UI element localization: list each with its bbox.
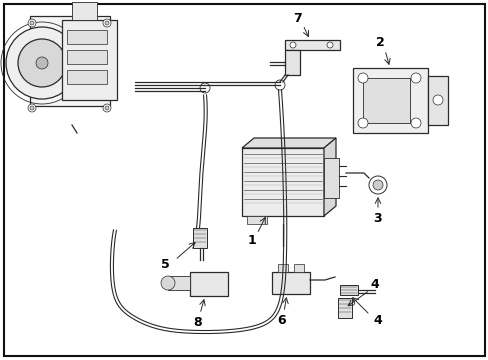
Bar	[337, 298, 351, 318]
Bar	[352, 68, 427, 133]
Text: 4: 4	[370, 279, 379, 292]
Circle shape	[105, 106, 109, 110]
Bar	[293, 264, 304, 272]
Bar	[362, 78, 409, 123]
Text: 5: 5	[160, 258, 169, 271]
Bar	[67, 30, 107, 44]
Bar	[278, 264, 287, 272]
Bar	[190, 272, 227, 296]
Circle shape	[36, 57, 48, 69]
Polygon shape	[324, 138, 335, 216]
Polygon shape	[242, 138, 335, 148]
Bar	[193, 228, 206, 248]
Bar	[242, 148, 324, 216]
Text: 7: 7	[292, 12, 301, 24]
Circle shape	[6, 27, 78, 99]
Text: 1: 1	[247, 234, 256, 247]
Bar	[427, 76, 447, 125]
Circle shape	[28, 104, 36, 112]
Text: 3: 3	[373, 212, 382, 225]
Bar	[30, 16, 110, 106]
Circle shape	[357, 73, 367, 83]
Bar	[62, 20, 117, 100]
Bar	[285, 40, 339, 50]
Circle shape	[326, 42, 332, 48]
Bar	[246, 216, 266, 224]
Circle shape	[28, 19, 36, 27]
Text: 2: 2	[375, 36, 384, 49]
Circle shape	[372, 180, 382, 190]
Bar	[339, 285, 357, 295]
Bar	[285, 50, 299, 75]
Circle shape	[161, 276, 175, 290]
Bar	[168, 276, 190, 290]
Text: 6: 6	[277, 314, 286, 327]
Text: 8: 8	[193, 315, 202, 328]
Circle shape	[357, 118, 367, 128]
Bar	[271, 272, 309, 294]
Circle shape	[30, 21, 34, 25]
Circle shape	[274, 80, 285, 90]
Text: 4: 4	[373, 315, 382, 328]
Circle shape	[289, 42, 295, 48]
Bar	[67, 70, 107, 84]
Circle shape	[103, 104, 111, 112]
Circle shape	[410, 118, 420, 128]
Bar	[72, 2, 97, 20]
Circle shape	[105, 21, 109, 25]
Circle shape	[432, 95, 442, 105]
Circle shape	[200, 83, 209, 93]
Bar	[67, 50, 107, 64]
Circle shape	[30, 106, 34, 110]
Circle shape	[368, 176, 386, 194]
Circle shape	[103, 19, 111, 27]
Bar	[324, 158, 338, 198]
Circle shape	[18, 39, 66, 87]
Circle shape	[410, 73, 420, 83]
